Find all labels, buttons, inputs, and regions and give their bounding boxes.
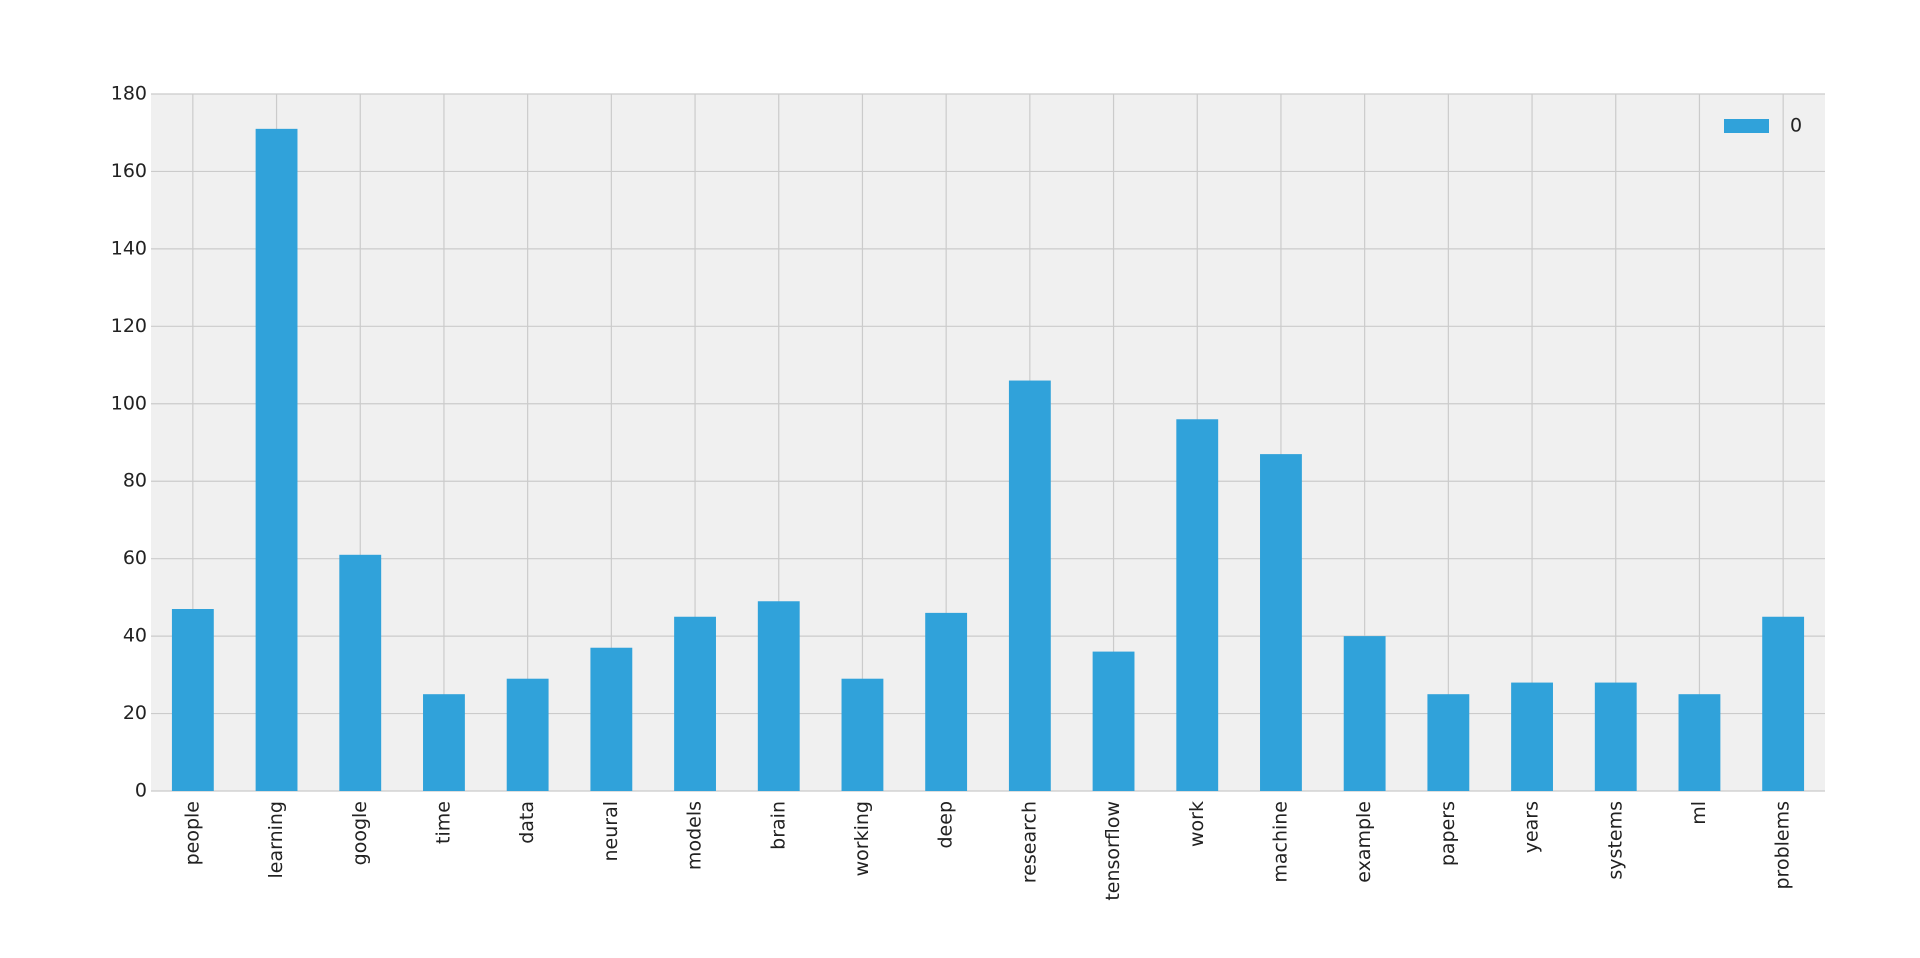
bar bbox=[925, 612, 968, 791]
bar bbox=[757, 601, 800, 791]
y-tick-label: 140 bbox=[111, 237, 147, 259]
x-tick-label: learning bbox=[265, 801, 287, 879]
x-tick-label: work bbox=[1186, 801, 1208, 847]
bar bbox=[1594, 682, 1637, 791]
bar bbox=[1008, 380, 1051, 791]
x-tick-label: time bbox=[432, 801, 454, 844]
x-tick-label: deep bbox=[935, 801, 957, 849]
x-tick-label: tensorflow bbox=[1102, 801, 1124, 901]
x-tick-label: google bbox=[349, 801, 371, 865]
bar bbox=[1511, 682, 1553, 791]
y-tick-label: 160 bbox=[111, 160, 147, 182]
x-tick-label: years bbox=[1521, 801, 1543, 853]
bar bbox=[171, 609, 214, 791]
bar bbox=[423, 694, 465, 791]
x-tick-label: models bbox=[684, 801, 706, 870]
bar bbox=[841, 678, 884, 791]
bar bbox=[590, 647, 633, 791]
x-tick-label: ml bbox=[1688, 801, 1710, 825]
legend-swatch bbox=[1724, 119, 1769, 133]
bar bbox=[1762, 616, 1805, 791]
y-tick-label: 120 bbox=[111, 315, 147, 337]
x-tick-label: people bbox=[181, 801, 203, 865]
legend-label: 0 bbox=[1790, 115, 1802, 137]
y-tick-label: 0 bbox=[135, 780, 147, 802]
x-tick-label: machine bbox=[1269, 801, 1291, 883]
bar bbox=[1092, 651, 1135, 791]
y-tick-label: 20 bbox=[123, 702, 147, 724]
x-tick-label: research bbox=[1018, 801, 1040, 883]
x-tick-label: problems bbox=[1772, 801, 1794, 890]
bar bbox=[1176, 419, 1219, 791]
bar bbox=[1678, 694, 1721, 791]
y-tick-label: 180 bbox=[111, 83, 147, 105]
bar bbox=[339, 554, 382, 791]
bar bbox=[1427, 694, 1470, 791]
y-tick-label: 100 bbox=[111, 392, 147, 414]
bar bbox=[1343, 636, 1386, 791]
bar bbox=[255, 128, 298, 792]
x-tick-label: data bbox=[516, 801, 538, 844]
bar bbox=[506, 678, 549, 791]
y-tick-label: 80 bbox=[123, 470, 147, 492]
x-tick-label: example bbox=[1353, 801, 1375, 883]
x-tick-label: working bbox=[851, 801, 873, 876]
x-tick-label: systems bbox=[1604, 801, 1626, 880]
x-tick-label: neural bbox=[600, 801, 622, 862]
bar bbox=[674, 616, 716, 791]
x-tick-label: brain bbox=[767, 801, 789, 850]
y-tick-label: 40 bbox=[123, 625, 147, 647]
plot-area bbox=[151, 94, 1825, 791]
bar bbox=[1260, 454, 1302, 791]
x-tick-label: papers bbox=[1437, 801, 1459, 866]
y-tick-label: 60 bbox=[123, 547, 147, 569]
